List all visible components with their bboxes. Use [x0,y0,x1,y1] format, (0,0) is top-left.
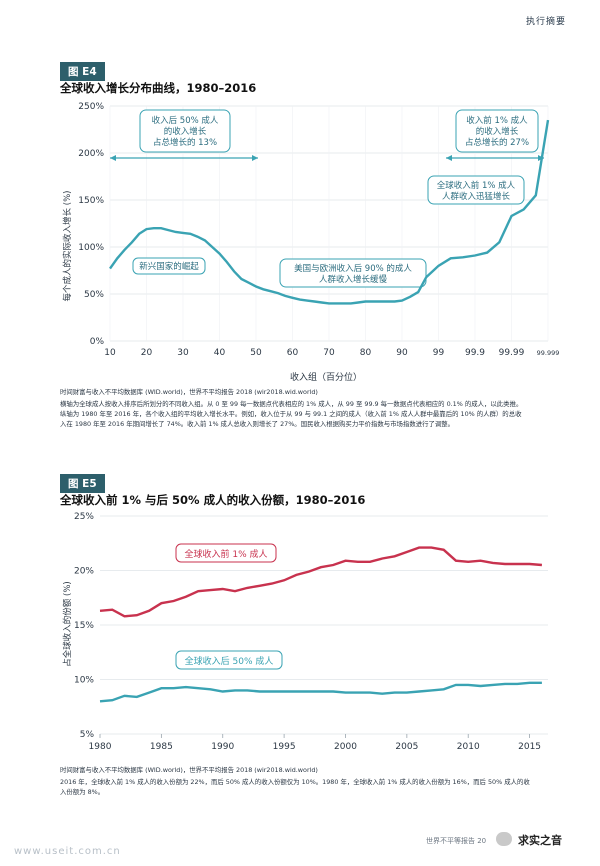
x-axis-ticks: 10 20 30 40 50 60 70 80 90 99 99.9 99.99 99.999 [104,348,559,358]
annotation-line: 人群收入增长缓慢 [319,274,388,285]
annotation-line: 收入前 1% 成人 [466,115,528,126]
figure-notes: 2016 年，全球收入前 1% 成人的收入份额为 22%，而后 50% 成人的收… [60,778,560,798]
x-tick-label: 2010 [457,742,480,752]
page-footer: 世界不平等报告 20 [426,837,487,845]
y-tick-label: 100% [78,243,104,253]
x-axis-label: 收入组（百分位） [290,371,362,383]
x-tick-label: 99.99 [499,348,525,358]
x-tick-label: 20 [141,348,153,358]
annotation-line: 占总增长的 13% [153,137,217,148]
annotation-line: 收入后 50% 成人 [152,115,219,126]
annotation-line: 全球收入前 1% 成人 [437,180,516,191]
annotation-line: 占总增长的 27% [465,137,529,148]
annotation-line: 的收入增长 [164,126,207,137]
y-tick-label: 200% [78,149,104,159]
x-tick-label: 2015 [518,742,541,752]
arrow-head [446,155,452,161]
annotation-line: 人群收入迅猛增长 [442,191,511,202]
figure-source: 时间财富与收入不平均数据库 (WID.world)，世界不平均报告 2018 (… [60,388,318,396]
note-line: 2016 年，全球收入前 1% 成人的收入份额为 22%，而后 50% 成人的收… [60,778,530,786]
legend-box [175,543,277,563]
annotation-box [132,257,206,275]
y-axis-ticks: 0% 50% 100% 150% 200% 250% [78,102,104,347]
figure-title: 全球收入前 1% 与后 50% 成人的收入份额，1980–2016 [60,493,366,507]
y-tick-label: 0% [90,337,105,347]
wechat-account-name: 求实之音 [518,834,562,847]
x-tick-label: 60 [287,348,299,358]
annotation-line: 的收入增长 [476,126,519,137]
x-tick-label: 1985 [150,742,173,752]
figure-notes: 横轴为全球成人按收入排序后所划分的不同收入组。从 0 至 99 每一数据点代表相… [60,400,560,429]
y-tick-label: 250% [78,102,104,112]
y-tick-label: 25% [74,512,94,522]
legend-box [175,650,283,670]
x-tick-label: 80 [360,348,372,358]
figure-source: 时间财富与收入不平均数据库 (WID.world)，世界不平均报告 2018 (… [60,766,318,774]
x-tick-label: 99 [433,348,445,358]
series-line-bottom50 [99,681,542,703]
x-tick-label: 99.9 [465,348,485,358]
y-tick-label: 20% [74,567,94,577]
y-tick-label: 50% [84,290,104,300]
x-axis-ticks: 1980 1985 1990 1995 2000 2005 2010 2015 [89,742,541,752]
note-line: 入在 1980 年至 2016 年期间增长了 74%。收入前 1% 成人总收入则… [60,419,455,428]
y-tick-label: 15% [74,621,94,631]
x-tick-label: 50 [250,348,262,358]
income-share-chart: 5% 10% 15% 20% 25% 1980 1985 1990 1995 2000 2005 2… [62,512,548,752]
x-tick-label: 2000 [334,742,357,752]
x-tick-label: 1990 [211,742,234,752]
wechat-icon [496,832,512,846]
legend-label-top1: 全球收入前 1% 成人 [185,548,268,560]
annotation-emerging: 新兴国家的崛起 [139,261,199,272]
arrow-head [110,155,116,161]
y-tick-label: 10% [74,676,94,686]
note-line: 横轴为全球成人按收入排序后所划分的不同收入组。从 0 至 99 每一数据点代表相… [60,400,523,408]
note-line: 纵轴为 1980 年至 2016 年，各个收入组的平均收入增长水平。例如，收入位… [60,409,522,418]
y-axis-label: 每个成人的实际收入增长 (%) [62,191,73,302]
y-tick-label: 150% [78,196,104,206]
annotation-box [455,109,539,153]
page-header: 执行摘要 [525,17,566,27]
annotation-box [279,258,427,288]
annotation-line: 美国与欧洲收入后 90% 的成人 [294,263,412,274]
y-axis-label: 占全球收入的份额 (%) [62,581,73,666]
x-tick-label: 30 [177,348,189,358]
x-tick-label: 99.999 [537,349,560,357]
x-tick-label: 1980 [89,742,112,752]
x-tick-label: 70 [323,348,335,358]
chart-grid [99,515,548,738]
x-tick-label: 2005 [395,742,418,752]
legend-label-bottom50: 全球收入后 50% 成人 [185,655,274,667]
series-line [109,119,550,305]
figure-badge: 图 E4 [60,62,105,81]
y-tick-label: 5% [80,730,95,740]
y-axis-ticks: 5% 10% 15% 20% 25% [74,512,94,740]
x-tick-label: 1995 [273,742,296,752]
figure-badge: 图 E5 [60,474,105,493]
x-tick-label: 90 [396,348,408,358]
x-tick-label: 40 [214,348,226,358]
x-tick-label: 10 [104,348,116,358]
series-line-top1 [99,546,542,618]
annotation-box [427,175,525,205]
growth-incidence-chart: 0% 50% 100% 150% 200% 250% 10 20 30 40 50 60 70 80 90… [62,102,559,383]
watermark-text: www.useit.com.cn [14,846,121,857]
arrow-head [252,155,258,161]
figure-title: 全球收入增长分布曲线，1980–2016 [60,81,257,95]
annotation-box [139,109,231,153]
note-line: 入份额为 8%。 [60,787,105,796]
